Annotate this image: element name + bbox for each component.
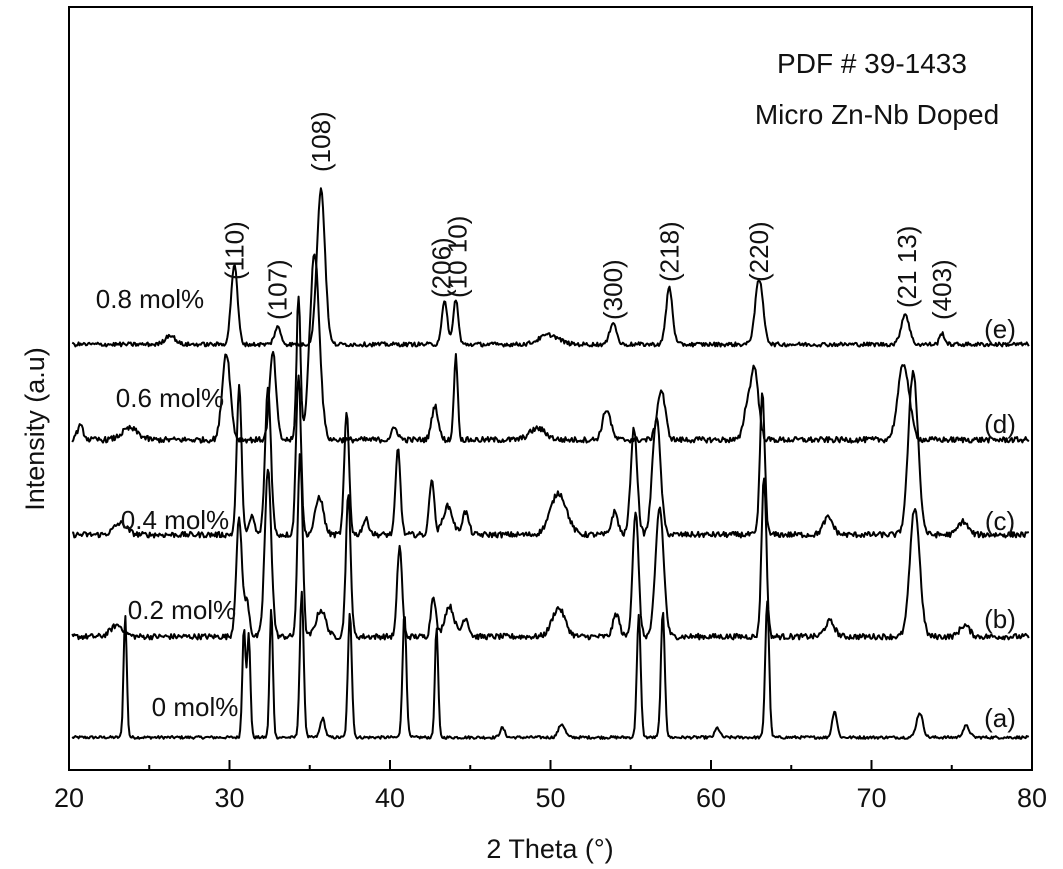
peak-index-label: (206) xyxy=(426,237,456,298)
y-axis-title: Intensity (a.u) xyxy=(20,347,50,511)
peak-index-label: (10 10) xyxy=(442,216,472,298)
series-panel-label: (d) xyxy=(984,409,1016,439)
x-axis-title: 2 Theta (°) xyxy=(486,834,613,864)
x-tick-label: 20 xyxy=(54,783,84,813)
peak-index-label: (218) xyxy=(654,221,684,282)
x-tick-label: 50 xyxy=(535,783,565,813)
peak-index-label: (110) xyxy=(219,221,249,280)
series-line xyxy=(71,187,1030,348)
series-line xyxy=(71,253,1030,444)
x-tick-label: 40 xyxy=(375,783,405,813)
x-tick-label: 30 xyxy=(214,783,244,813)
x-tick-label: 60 xyxy=(696,783,726,813)
x-tick-label: 70 xyxy=(856,783,886,813)
annotation-pdf: PDF # 39-1433 xyxy=(777,48,967,79)
series-panel-label: (c) xyxy=(985,506,1015,536)
series-name-label: 0.4 mol% xyxy=(121,505,229,535)
x-axis: 20 30 40 50 60 70 80 xyxy=(54,760,1047,813)
series-layer xyxy=(71,187,1030,740)
peak-labels: (110) (107) (108) (206)(10 10) (300) (218) (22… xyxy=(219,111,957,320)
series-panel-label: (b) xyxy=(984,604,1016,634)
series-line xyxy=(71,369,1030,539)
series-labels: 0 mol% (a) 0.2 mol% (b) 0.4 mol% (c) 0.6 mol% (… xyxy=(96,284,1016,733)
peak-index-label: (300) xyxy=(598,259,628,320)
series-line xyxy=(71,590,1030,740)
x-tick-label: 80 xyxy=(1017,783,1047,813)
peak-index-label: (108) xyxy=(306,111,336,172)
peak-index-label: (220) xyxy=(744,221,774,282)
series-name-label: 0.8 mol% xyxy=(96,284,204,314)
series-panel-label: (a) xyxy=(984,703,1016,733)
peak-index-label: (21 13) xyxy=(892,226,922,308)
peak-index-label: (403) xyxy=(927,259,957,320)
peak-index-label: (107) xyxy=(263,259,293,320)
series-name-label: 0.6 mol% xyxy=(116,383,224,413)
series-line xyxy=(71,453,1030,641)
series-name-label: 0.2 mol% xyxy=(128,595,236,625)
series-panel-label: (e) xyxy=(984,314,1016,344)
series-name-label: 0 mol% xyxy=(152,692,239,722)
annotation-title: Micro Zn-Nb Doped xyxy=(755,99,999,130)
